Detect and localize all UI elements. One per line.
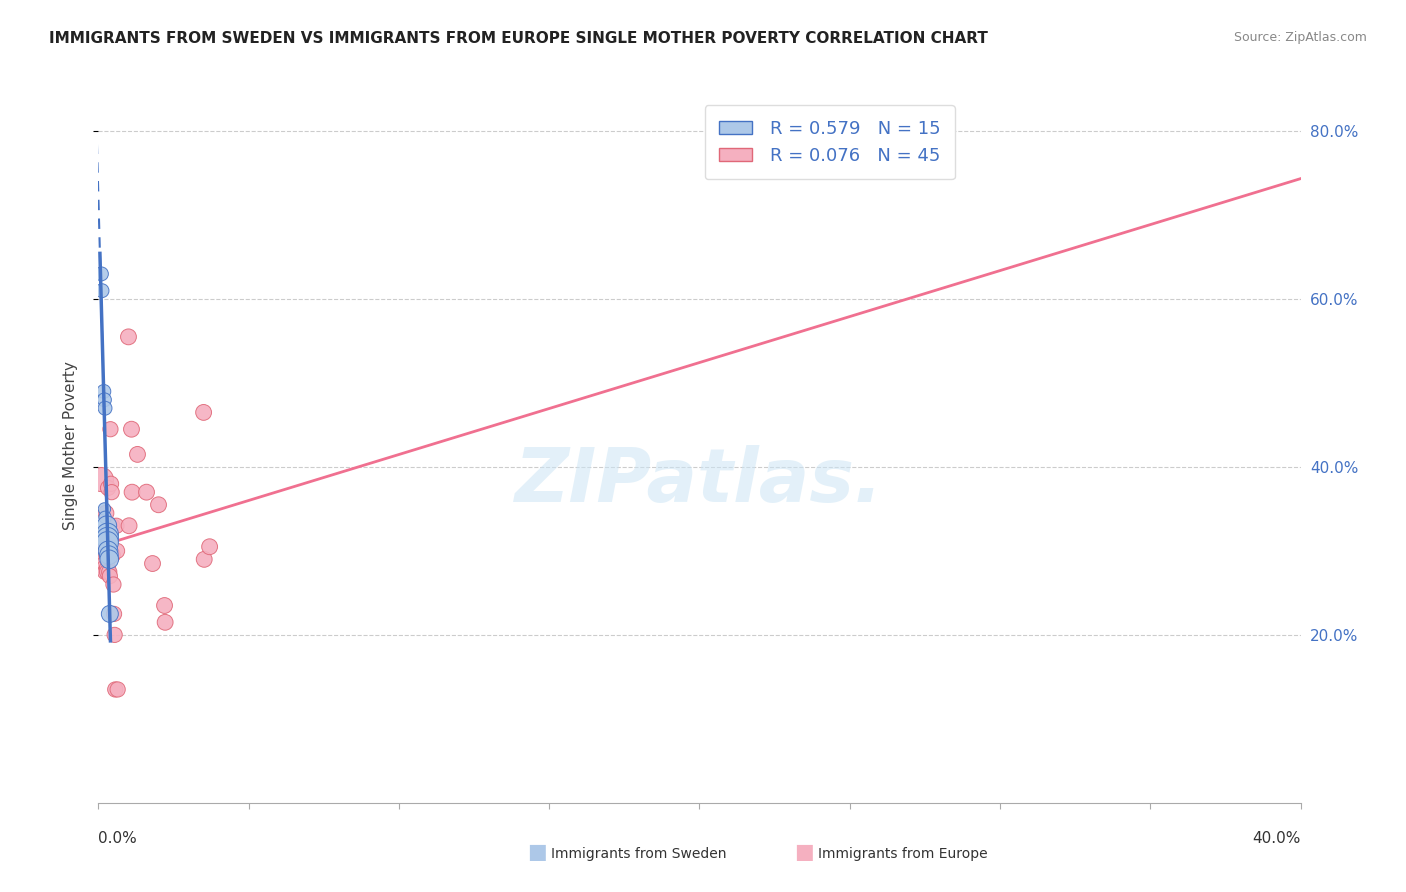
Point	[93, 502, 115, 516]
Point	[104, 682, 127, 697]
Legend: R = 0.579   N = 15, R = 0.076   N = 45: R = 0.579 N = 15, R = 0.076 N = 45	[704, 105, 955, 179]
Text: ■: ■	[527, 842, 547, 862]
Text: 40.0%: 40.0%	[1253, 831, 1301, 846]
Point	[96, 560, 118, 574]
Point	[93, 384, 115, 399]
Point	[93, 392, 115, 407]
Point	[96, 548, 118, 562]
Point	[193, 552, 215, 566]
Point	[96, 518, 118, 533]
Point	[101, 518, 124, 533]
Point	[141, 557, 163, 571]
Point	[103, 607, 125, 621]
Point	[98, 607, 121, 621]
Point	[96, 532, 118, 546]
Point	[193, 405, 215, 419]
Point	[96, 535, 118, 549]
Point	[148, 498, 170, 512]
Point	[91, 532, 114, 546]
Point	[118, 518, 141, 533]
Point	[104, 628, 127, 642]
Text: Immigrants from Europe: Immigrants from Europe	[818, 847, 988, 861]
Point	[198, 540, 221, 554]
Point	[94, 401, 117, 416]
Point	[97, 548, 120, 562]
Point	[103, 577, 125, 591]
Point	[96, 527, 118, 541]
Point	[121, 485, 143, 500]
Point	[127, 447, 149, 461]
Point	[121, 422, 143, 436]
Point	[117, 330, 139, 344]
Point	[107, 682, 129, 697]
Point	[100, 476, 122, 491]
Point	[94, 565, 117, 579]
Point	[97, 544, 120, 558]
Text: Immigrants from Sweden: Immigrants from Sweden	[551, 847, 727, 861]
Point	[97, 527, 120, 541]
Text: ■: ■	[794, 842, 814, 862]
Point	[91, 540, 114, 554]
Point	[97, 532, 120, 546]
Point	[98, 552, 121, 566]
Point	[153, 615, 176, 630]
Point	[96, 532, 118, 546]
Text: IMMIGRANTS FROM SWEDEN VS IMMIGRANTS FROM EUROPE SINGLE MOTHER POVERTY CORRELATI: IMMIGRANTS FROM SWEDEN VS IMMIGRANTS FRO…	[49, 31, 988, 46]
Point	[91, 284, 114, 298]
Y-axis label: Single Mother Poverty: Single Mother Poverty	[63, 361, 77, 531]
Point	[105, 518, 128, 533]
Point	[90, 267, 112, 281]
Point	[97, 481, 120, 495]
Point	[96, 527, 118, 541]
Point	[93, 548, 115, 562]
Point	[91, 552, 114, 566]
Point	[93, 560, 115, 574]
Point	[135, 485, 157, 500]
Point	[93, 557, 115, 571]
Text: 0.0%: 0.0%	[98, 831, 138, 846]
Point	[97, 548, 120, 562]
Point	[98, 565, 121, 579]
Text: Source: ZipAtlas.com: Source: ZipAtlas.com	[1233, 31, 1367, 45]
Point	[90, 473, 112, 487]
Point	[94, 510, 117, 524]
Point	[100, 422, 122, 436]
Text: ZIPatlas.: ZIPatlas.	[515, 445, 884, 518]
Point	[105, 544, 128, 558]
Point	[94, 506, 117, 520]
Point	[96, 565, 118, 579]
Point	[98, 569, 121, 583]
Point	[101, 548, 124, 562]
Point	[153, 599, 176, 613]
Point	[100, 485, 122, 500]
